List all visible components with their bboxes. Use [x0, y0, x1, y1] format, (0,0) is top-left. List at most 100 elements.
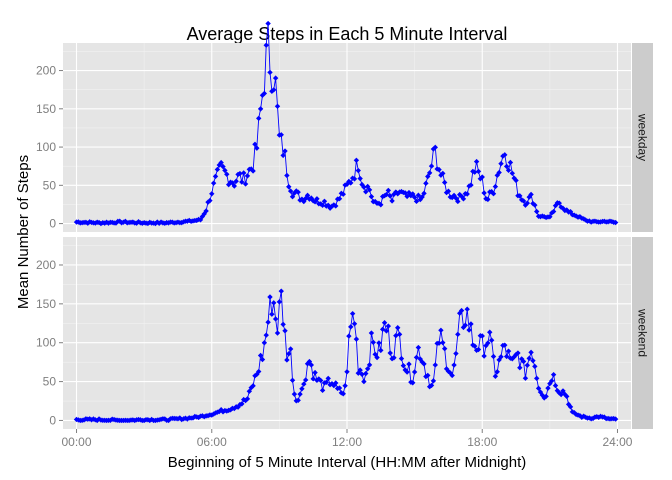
- data-point: [239, 401, 245, 407]
- data-point: [257, 352, 264, 359]
- data-point: [368, 330, 375, 336]
- data-point: [419, 194, 425, 200]
- data-point: [498, 160, 504, 167]
- data-point: [532, 363, 538, 370]
- data-point: [411, 369, 418, 375]
- data-point: [269, 311, 275, 317]
- data-point: [503, 163, 510, 170]
- data-point: [505, 348, 512, 354]
- data-point: [340, 191, 346, 197]
- data-point: [239, 179, 245, 185]
- data-point: [385, 323, 392, 329]
- data-point: [222, 167, 228, 174]
- data-point: [451, 362, 457, 368]
- data-point: [304, 192, 311, 199]
- data-point: [218, 159, 224, 166]
- data-point: [473, 158, 480, 165]
- data-point: [250, 383, 256, 389]
- data-point: [259, 356, 266, 363]
- panel-weekend: 0 50 100 150 200 weekend: [36, 237, 653, 429]
- data-point: [498, 354, 504, 360]
- data-point: [481, 353, 487, 359]
- data-point: [522, 202, 529, 208]
- y-tick-label: 0: [49, 217, 56, 231]
- data-point: [254, 145, 260, 151]
- data-point: [135, 219, 142, 225]
- data-point: [291, 391, 298, 397]
- data-point: [479, 174, 485, 180]
- data-point: [342, 383, 348, 389]
- data-point: [530, 357, 536, 364]
- data-point: [351, 176, 358, 182]
- y-tick-label: 50: [43, 375, 57, 389]
- data-point: [284, 172, 290, 179]
- data-point: [518, 356, 525, 362]
- data-point: [263, 42, 269, 48]
- data-point: [387, 350, 393, 356]
- y-tick-label: 100: [36, 140, 56, 154]
- data-point: [271, 87, 277, 93]
- data-point: [503, 353, 510, 360]
- data-point: [287, 346, 294, 352]
- series-points-weekend: [73, 288, 619, 424]
- data-point: [340, 391, 346, 397]
- data-point: [460, 196, 467, 202]
- data-point: [455, 198, 461, 205]
- data-point: [244, 173, 251, 179]
- data-point: [312, 369, 318, 376]
- data-point: [274, 330, 281, 336]
- data-point: [214, 166, 221, 173]
- x-tick-label: 06:00: [197, 435, 227, 449]
- data-point: [209, 412, 215, 418]
- data-point: [197, 217, 204, 223]
- data-point: [383, 328, 390, 334]
- data-point: [385, 187, 392, 194]
- data-point: [355, 167, 361, 174]
- data-point: [522, 375, 529, 381]
- data-point: [547, 380, 553, 387]
- data-point: [370, 339, 376, 346]
- data-point: [349, 310, 356, 317]
- data-point: [426, 170, 433, 176]
- data-point: [246, 388, 253, 394]
- data-point: [359, 371, 365, 378]
- data-point: [92, 220, 99, 226]
- data-point: [539, 392, 546, 398]
- data-point: [156, 220, 162, 226]
- data-point: [295, 397, 301, 404]
- data-point: [547, 214, 553, 220]
- data-point: [513, 177, 519, 184]
- data-point: [338, 190, 345, 197]
- data-point: [203, 208, 209, 214]
- data-point: [272, 316, 279, 322]
- data-point: [532, 202, 538, 208]
- data-point: [319, 387, 326, 394]
- data-point: [212, 173, 219, 180]
- data-point: [475, 346, 482, 353]
- data-point: [295, 189, 301, 195]
- data-point: [344, 369, 350, 375]
- data-point: [565, 401, 572, 408]
- data-point: [395, 325, 401, 331]
- data-point: [353, 157, 360, 163]
- data-point: [209, 191, 215, 197]
- facet-panels: 0 50 100 150 200 weekday 0 50 100 150 200 weekend: [36, 20, 653, 429]
- data-point: [244, 396, 251, 402]
- data-point: [518, 197, 525, 203]
- data-point: [472, 169, 478, 175]
- chart-title: Average Steps in Each 5 Minute Interval: [187, 24, 508, 44]
- y-tick-label: 100: [36, 336, 56, 350]
- data-point: [562, 391, 568, 398]
- data-point: [468, 321, 474, 327]
- data-point: [280, 321, 286, 328]
- data-point: [438, 327, 444, 333]
- data-point: [389, 198, 395, 204]
- data-point: [406, 361, 412, 367]
- data-point: [280, 152, 286, 159]
- data-point: [351, 321, 358, 327]
- data-point: [302, 195, 309, 202]
- data-point: [453, 350, 459, 357]
- data-point: [272, 75, 279, 81]
- data-point: [481, 190, 487, 196]
- data-point: [267, 69, 273, 76]
